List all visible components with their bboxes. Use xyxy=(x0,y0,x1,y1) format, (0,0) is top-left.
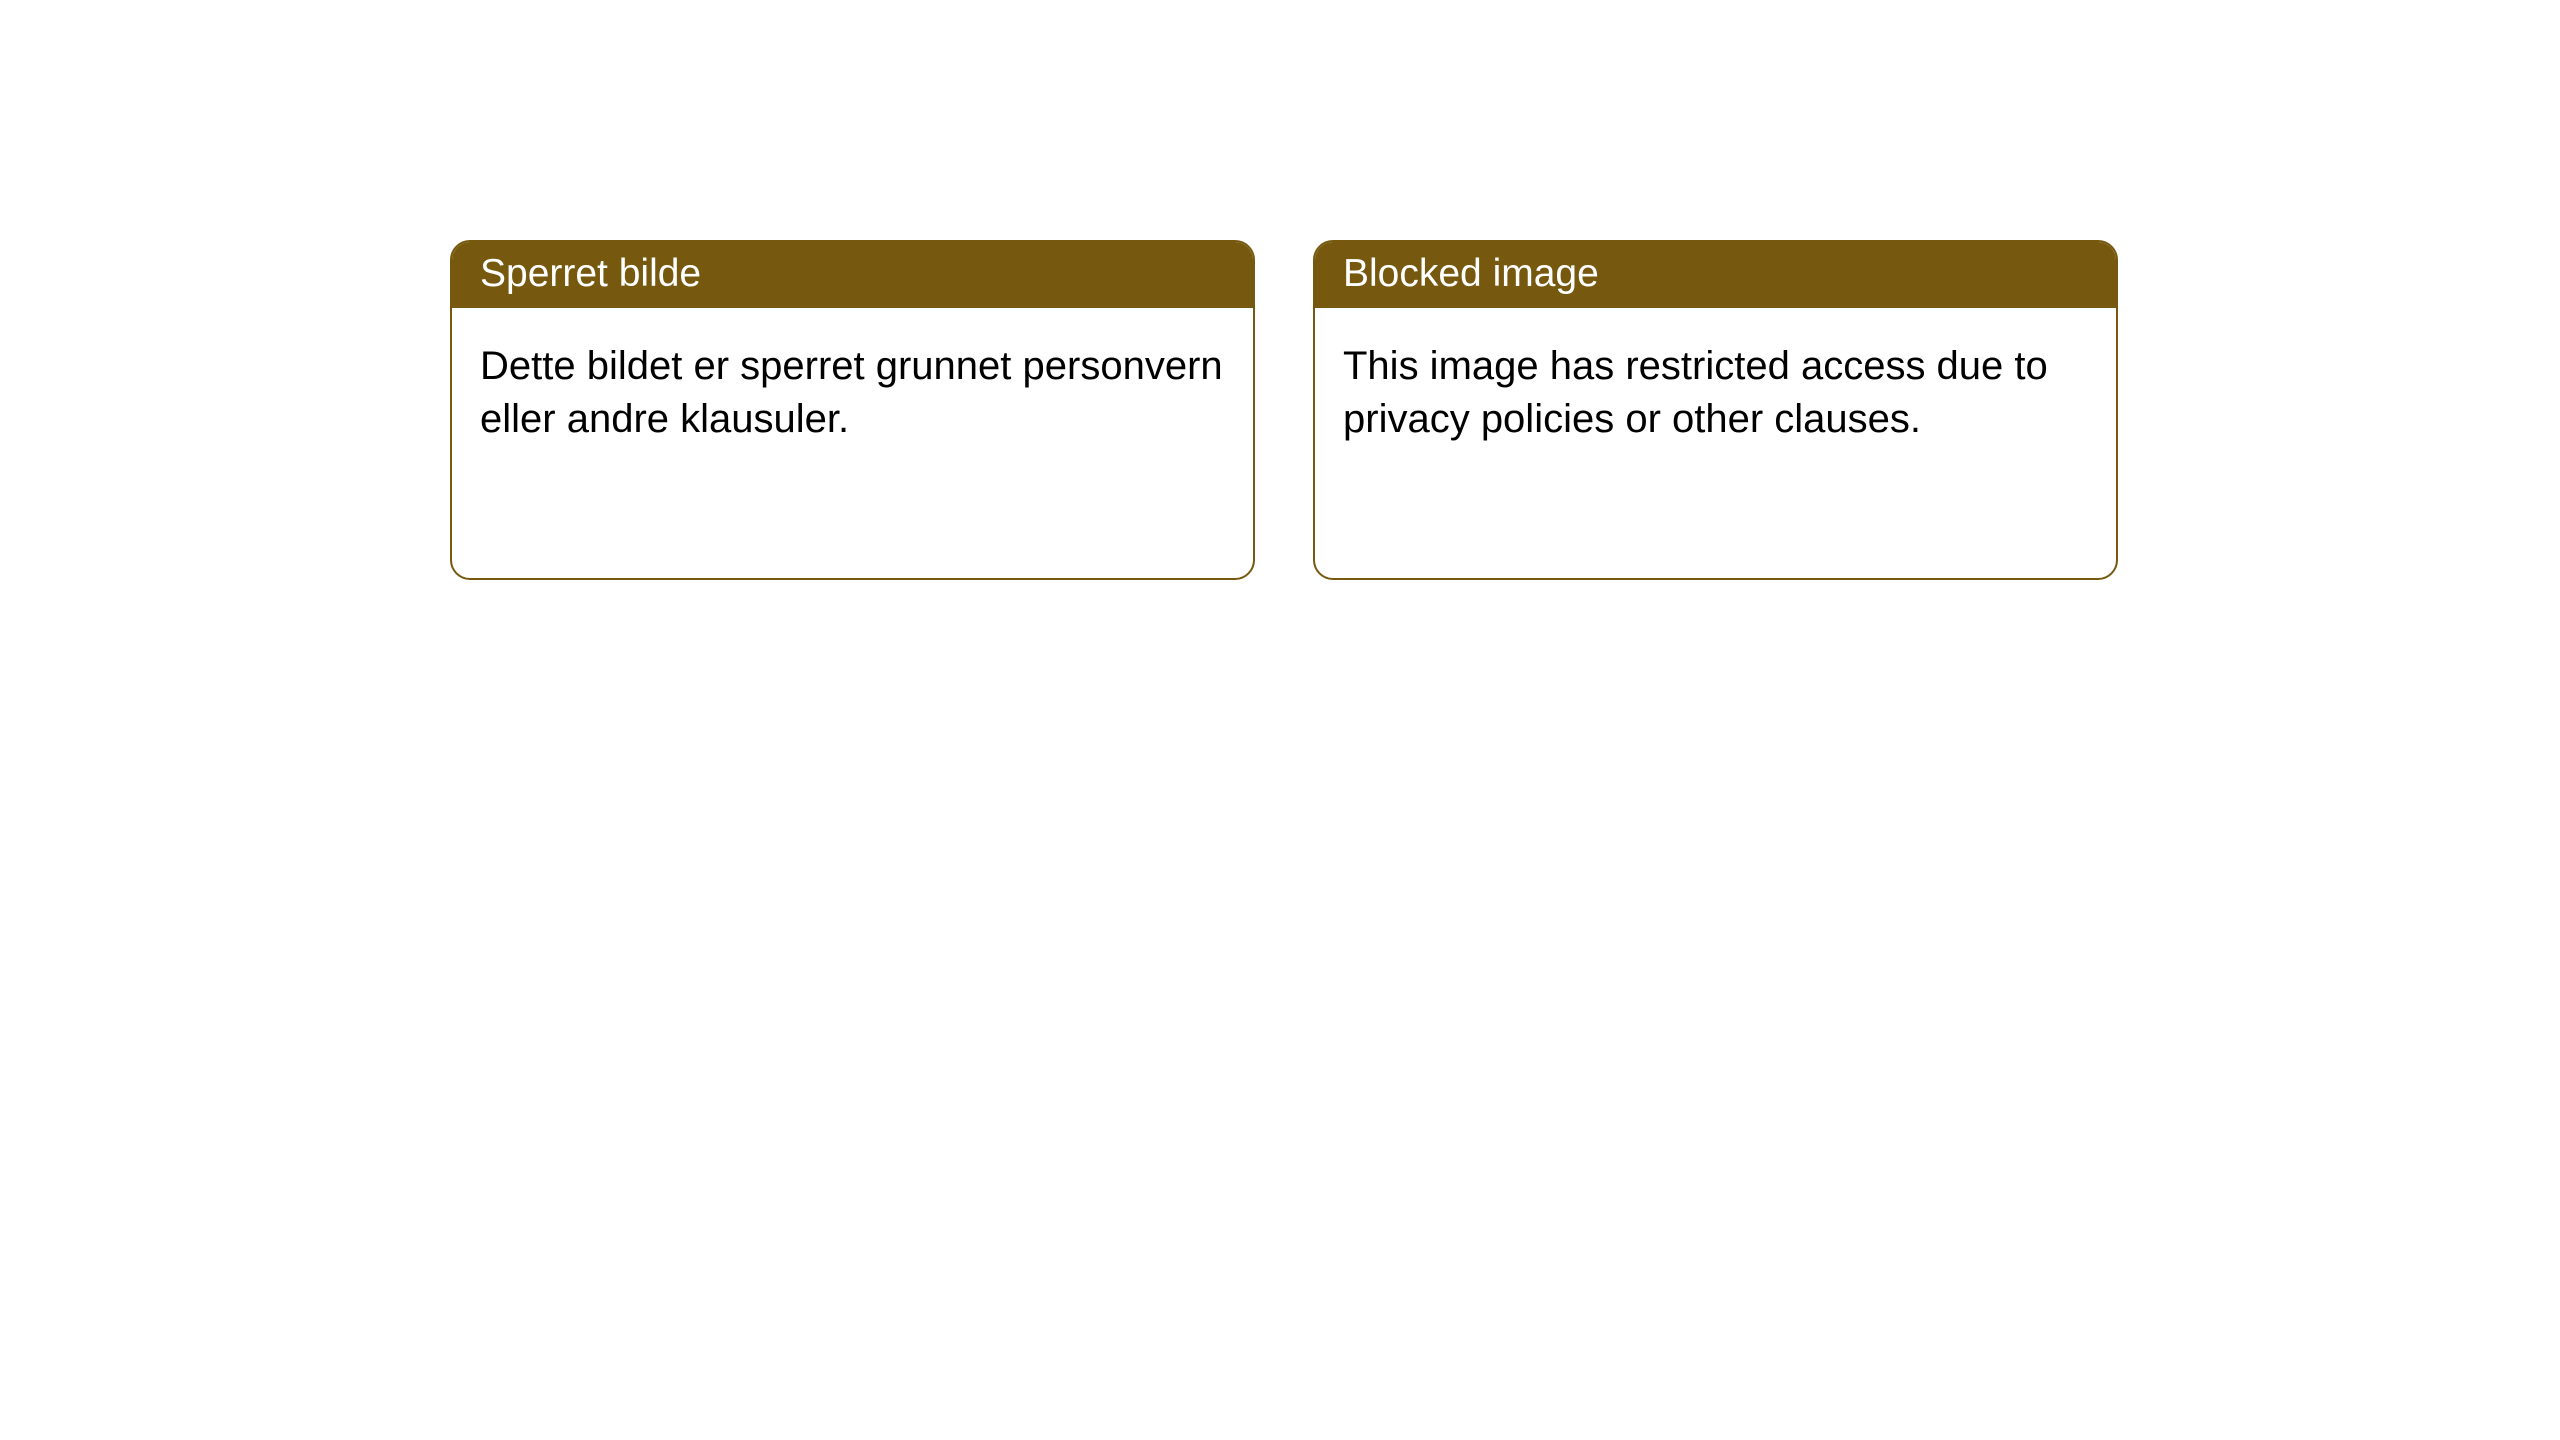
notice-title-english: Blocked image xyxy=(1315,242,2116,308)
notice-body-norwegian: Dette bildet er sperret grunnet personve… xyxy=(452,308,1253,578)
notice-card-english: Blocked image This image has restricted … xyxy=(1313,240,2118,580)
notice-title-norwegian: Sperret bilde xyxy=(452,242,1253,308)
notice-card-norwegian: Sperret bilde Dette bildet er sperret gr… xyxy=(450,240,1255,580)
notice-body-english: This image has restricted access due to … xyxy=(1315,308,2116,578)
notice-container: Sperret bilde Dette bildet er sperret gr… xyxy=(0,0,2560,580)
